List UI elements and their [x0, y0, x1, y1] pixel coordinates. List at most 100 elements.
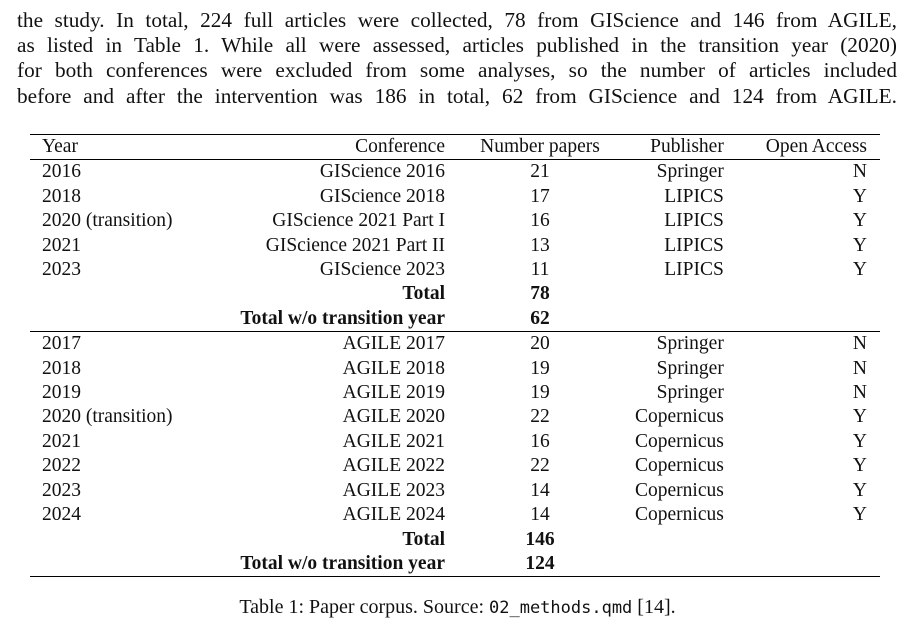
table-cell — [724, 528, 880, 552]
paragraph-line: as listed in Table 1. While all were ass… — [17, 33, 897, 58]
table-cell: Springer — [656, 357, 724, 379]
table-cell: 78 — [445, 282, 635, 306]
table-cell: Y — [852, 504, 867, 526]
table-row: 2018 GIScience 2018 17 LIPICS Y — [30, 185, 880, 209]
table-cell: 2017 — [30, 331, 192, 357]
table-cell: GIScience 2018 — [319, 185, 445, 207]
table-cell: Y — [852, 210, 867, 232]
table-cell: 2023 — [42, 479, 81, 501]
header-year: Year — [30, 133, 192, 161]
table-cell: AGILE 2017 — [192, 331, 445, 357]
table-cell: N — [852, 382, 867, 404]
table-cell: 19 — [530, 382, 550, 404]
table-row: 2017 AGILE 2017 20 Springer N — [30, 331, 880, 357]
table-cell: N — [723, 331, 880, 357]
table-row: 2021 GIScience 2021 Part II 13 LIPICS Y — [30, 234, 880, 258]
table-cell: Y — [852, 259, 867, 281]
table-header-row: Year Conference Number papers Publisher … — [30, 133, 880, 161]
table-cell: Copernicus — [635, 504, 724, 526]
table-cell: 146 — [445, 528, 635, 552]
table-cell: Y — [852, 406, 867, 428]
table-cell: GIScience 2023 — [319, 259, 445, 281]
table-cell: LIPICS — [664, 210, 724, 232]
header-conference: Conference — [192, 133, 445, 161]
table-cell: LIPICS — [664, 234, 724, 256]
table-row: 2023 AGILE 2023 14 Copernicus Y — [30, 479, 880, 503]
table-cell: AGILE 2018 — [342, 357, 445, 379]
table-cell: AGILE 2019 — [342, 382, 445, 404]
table-row: 2016 GIScience 2016 21 Springer N — [30, 160, 880, 185]
table-cell: Y — [852, 455, 867, 477]
table-cell: LIPICS — [664, 185, 724, 207]
table-cell: 2021 — [42, 430, 81, 452]
table-cell: Y — [852, 185, 867, 207]
table-cell: GIScience 2021 Part I — [272, 210, 445, 232]
table-cell: N — [852, 161, 867, 183]
paragraph-line: before and after the intervention was 18… — [17, 83, 897, 108]
table-cell: 14 — [530, 504, 550, 526]
table-cell: 17 — [530, 185, 550, 207]
total-label: Total — [402, 528, 445, 550]
total-row: Total 146 — [30, 528, 880, 552]
total-row: Total 78 — [30, 282, 880, 306]
table-cell — [724, 282, 880, 306]
table-cell: Total — [192, 528, 445, 552]
table-cell: 20 — [445, 331, 635, 357]
table-cell: AGILE 2021 — [342, 430, 445, 452]
table-row: 2022 AGILE 2022 22 Copernicus Y — [30, 454, 880, 478]
table-cell: Y — [852, 430, 867, 452]
table-cell — [30, 528, 192, 552]
table-cell: LIPICS — [664, 259, 724, 281]
table-cell — [724, 307, 880, 332]
total-value: 78 — [530, 283, 550, 305]
table-cell: 16 — [530, 210, 550, 232]
table-cell: 21 — [530, 161, 550, 183]
table-cell: 124 — [445, 551, 635, 578]
table-cell: Springer — [656, 382, 724, 404]
total-value: 146 — [525, 528, 555, 550]
table-row: 2023 GIScience 2023 11 LIPICS Y — [30, 258, 880, 282]
paragraph-line: for both conferences were excluded from … — [17, 58, 897, 83]
table-cell: 11 — [530, 259, 550, 281]
table-cell: 62 — [445, 307, 635, 332]
table-cell: AGILE 2022 — [342, 455, 445, 477]
header-open-access: Open Access — [723, 133, 880, 161]
header-number-papers: Number papers — [445, 133, 635, 161]
paragraph-line: the study. In total, 224 full articles w… — [17, 8, 897, 32]
table-cell: Total w/o transition year — [192, 551, 445, 578]
table-cell — [635, 551, 724, 578]
table-row: 2019 AGILE 2019 19 Springer N — [30, 381, 880, 405]
total-value: 124 — [525, 552, 555, 574]
table-cell: Springer — [635, 331, 724, 357]
table-row: 2020 (transition) GIScience 2021 Part I 16… — [30, 209, 880, 233]
table-cell: 2021 — [42, 234, 81, 256]
table-cell: Springer — [656, 161, 724, 183]
table-row: 2018 AGILE 2018 19 Springer N — [30, 357, 880, 381]
total-label: Total — [402, 283, 445, 305]
table-cell: Total — [192, 282, 445, 306]
table-cell: N — [852, 357, 867, 379]
total-row: Total w/o transition year 62 — [30, 307, 880, 332]
table-cell: Total w/o transition year — [192, 307, 445, 332]
total-value: 62 — [530, 307, 550, 329]
table-cell: GIScience 2016 — [319, 161, 445, 183]
table-row: 2024 AGILE 2024 14 Copernicus Y — [30, 503, 880, 527]
total-label: Total w/o transition year — [240, 552, 445, 574]
table-cell: Copernicus — [635, 455, 724, 477]
table-cell: GIScience 2021 Part II — [265, 234, 445, 256]
table-row: 2020 (transition) AGILE 2020 22 Copernicus Y — [30, 405, 880, 429]
table-cell: AGILE 2020 — [342, 406, 445, 428]
table-cell: 2022 — [42, 455, 81, 477]
table-cell — [30, 282, 192, 306]
header-publisher: Publisher — [635, 133, 724, 161]
table-cell: 22 — [530, 455, 550, 477]
table-cell — [30, 307, 192, 332]
cut-off-line — [17, 0, 897, 8]
table-cell: Copernicus — [635, 430, 724, 452]
caption-filename: 02_methods.qmd — [489, 598, 633, 618]
table-cell — [635, 307, 724, 332]
caption-citation: [14]. — [632, 596, 676, 618]
table-cell: 2018 — [42, 185, 81, 207]
table-cell: 2019 — [42, 382, 81, 404]
total-row: Total w/o transition year 124 — [30, 551, 880, 578]
